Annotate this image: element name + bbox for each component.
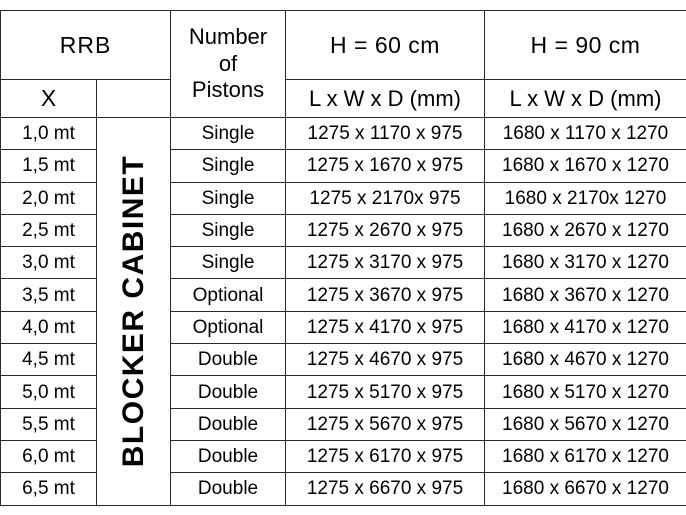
header-dimensions-60: L x W x D (mm) <box>285 79 485 118</box>
cell-dimensions-h60: 1275 x 2170x 975 <box>285 181 485 215</box>
cell-x-length: 5,5 mt <box>0 407 97 441</box>
header-cabinet-spacer <box>96 79 171 118</box>
cell-piston-count: Double <box>170 343 286 377</box>
cell-piston-count: Double <box>170 407 286 441</box>
cell-dimensions-h90: 1680 x 3670 x 1270 <box>484 278 686 312</box>
cell-x-length: 6,0 mt <box>0 439 97 474</box>
header-rrb: RRB <box>0 10 171 80</box>
table-row: 1,0 mt BLOCKER CABINET Single 1275 x 1170 x… <box>0 116 686 506</box>
cell-piston-count: Double <box>170 439 286 474</box>
cell-x-length: 6,5 mt <box>0 472 97 506</box>
table-row: 6,5 mt Double 1275 x 6670 x 975 1680 x 6670… <box>0 472 686 506</box>
cell-x-length: 5,0 mt <box>0 375 97 409</box>
cell-dimensions-h90: 1680 x 5670 x 1270 <box>484 407 686 441</box>
cabinet-vertical-label: BLOCKER CABINET <box>116 155 150 468</box>
cell-dimensions-h90: 1680 x 6170 x 1270 <box>484 439 686 474</box>
cell-x-length: 3,5 mt <box>0 278 97 312</box>
cell-piston-count: Optional <box>170 310 286 345</box>
cell-dimensions-h90: 1680 x 3170 x 1270 <box>484 246 686 280</box>
cabinet-label-cell: BLOCKER CABINET <box>96 117 171 506</box>
header-height-60: H = 60 cm <box>285 10 485 80</box>
cell-dimensions-h60: 1275 x 5670 x 975 <box>285 407 485 441</box>
cell-piston-count: Double <box>170 472 286 506</box>
cell-x-length: 4,5 mt <box>0 343 97 377</box>
cell-dimensions-h60: 1275 x 1170 x 975 <box>285 116 485 151</box>
cell-dimensions-h90: 1680 x 1170 x 1270 <box>484 116 686 151</box>
cell-piston-count: Double <box>170 375 286 409</box>
table-row: 4,5 mt Double 1275 x 4670 x 975 1680 x 4670… <box>0 343 686 377</box>
cell-dimensions-h60: 1275 x 3670 x 975 <box>285 278 485 312</box>
cell-dimensions-h90: 1680 x 6670 x 1270 <box>484 472 686 506</box>
table-header: RRB Number of Pistons H = 60 cm H = 90 c… <box>0 10 686 118</box>
cell-x-length: 2,0 mt <box>0 181 97 215</box>
cell-x-length: 3,0 mt <box>0 246 97 280</box>
table-row: 3,0 mt Single 1275 x 3170 x 975 1680 x 3170… <box>0 246 686 280</box>
cell-x-length: 1,0 mt <box>0 116 97 151</box>
cell-dimensions-h60: 1275 x 5170 x 975 <box>285 375 485 409</box>
table-body: 1,0 mt BLOCKER CABINET Single 1275 x 1170 x… <box>0 116 686 506</box>
cell-dimensions-h60: 1275 x 4170 x 975 <box>285 310 485 345</box>
cell-dimensions-h90: 1680 x 2670 x 1270 <box>484 213 686 248</box>
cell-piston-count: Single <box>170 181 286 215</box>
cell-piston-count: Single <box>170 246 286 280</box>
cell-x-length: 2,5 mt <box>0 213 97 248</box>
cell-dimensions-h60: 1275 x 3170 x 975 <box>285 246 485 280</box>
header-row-secondary: X L x W x D (mm) L x W x D (mm) <box>0 79 686 118</box>
header-row-primary: RRB Number of Pistons H = 60 cm H = 90 c… <box>0 10 686 118</box>
header-number-of-pistons: Number of Pistons <box>170 10 286 118</box>
table-row: 6,0 mt Double 1275 x 6170 x 975 1680 x 6170… <box>0 439 686 474</box>
header-pistons-line-3: Pistons <box>191 77 265 103</box>
cell-piston-count: Single <box>170 116 286 151</box>
table-row: 1,5 mt Single 1275 x 1670 x 975 1680 x 1670… <box>0 149 686 183</box>
cell-piston-count: Single <box>170 213 286 248</box>
cell-dimensions-h60: 1275 x 1670 x 975 <box>285 149 485 183</box>
cell-dimensions-h60: 1275 x 6170 x 975 <box>285 439 485 474</box>
header-pistons-line-1: Number <box>188 23 268 49</box>
cell-dimensions-h90: 1680 x 1670 x 1270 <box>484 149 686 183</box>
cell-x-length: 4,0 mt <box>0 310 97 345</box>
header-height-90: H = 90 cm <box>484 10 686 80</box>
specification-table: RRB Number of Pistons H = 60 cm H = 90 c… <box>0 10 686 506</box>
cell-x-length: 1,5 mt <box>0 149 97 183</box>
cell-dimensions-h90: 1680 x 5170 x 1270 <box>484 375 686 409</box>
table-row: 5,5 mt Double 1275 x 5670 x 975 1680 x 5670… <box>0 407 686 441</box>
cell-piston-count: Single <box>170 149 286 183</box>
header-pistons-line-2: of <box>218 50 238 76</box>
header-x: X <box>0 79 97 118</box>
cell-dimensions-h90: 1680 x 4170 x 1270 <box>484 310 686 345</box>
cell-dimensions-h60: 1275 x 6670 x 975 <box>285 472 485 506</box>
cell-dimensions-h90: 1680 x 4670 x 1270 <box>484 343 686 377</box>
cell-dimensions-h90: 1680 x 2170x 1270 <box>484 181 686 215</box>
cell-dimensions-h60: 1275 x 4670 x 975 <box>285 343 485 377</box>
table-row: 2,0 mt Single 1275 x 2170x 975 1680 x 2170x… <box>0 181 686 215</box>
table-row: 5,0 mt Double 1275 x 5170 x 975 1680 x 5170… <box>0 375 686 409</box>
cell-dimensions-h60: 1275 x 2670 x 975 <box>285 213 485 248</box>
table-row: 2,5 mt Single 1275 x 2670 x 975 1680 x 2670… <box>0 213 686 248</box>
header-dimensions-90: L x W x D (mm) <box>484 79 686 118</box>
cell-piston-count: Optional <box>170 278 286 312</box>
